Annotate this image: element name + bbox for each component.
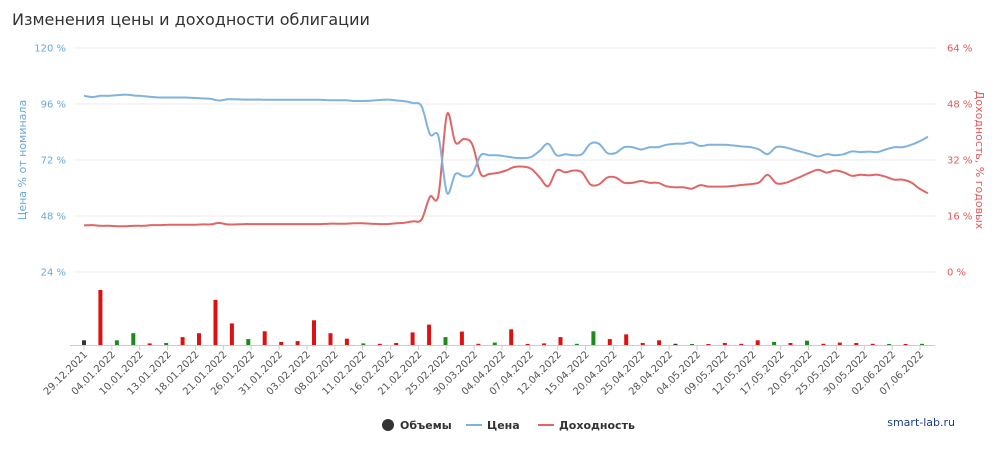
volume-bar	[328, 333, 333, 345]
left-tick-label: 72 %	[41, 156, 66, 167]
volume-bar	[805, 340, 809, 345]
grid-lines	[75, 47, 935, 273]
volume-bar	[542, 343, 547, 345]
volume-bar	[821, 343, 826, 345]
right-tick-label: 64 %	[947, 44, 972, 55]
left-y-axis: 24 % 48 % 72 % 96 % 120 %	[34, 44, 66, 279]
volume-bar	[657, 340, 662, 345]
x-axis: 29.12.202104.01.202210.01.202213.01.2022…	[42, 345, 935, 398]
legend-item[interactable]: Доходность	[538, 419, 635, 432]
volume-bar	[459, 331, 464, 345]
volume-bar	[394, 343, 399, 345]
volume-bar	[246, 339, 251, 345]
legend-label: Цена	[487, 419, 520, 432]
left-tick-label: 120 %	[34, 44, 66, 55]
right-y-axis: 0 % 16 % 32 % 48 % 64 %	[947, 44, 972, 279]
volume-bar	[476, 343, 481, 345]
left-tick-label: 48 %	[41, 212, 66, 223]
volume-bar	[295, 341, 300, 345]
volume-bar	[312, 320, 316, 346]
chart-title: Изменения цены и доходности облигации	[12, 10, 370, 29]
volume-bar	[525, 344, 530, 345]
volume-bar	[164, 343, 169, 345]
volume-bar	[870, 343, 875, 345]
volume-bar	[574, 343, 579, 345]
volume-bar	[213, 299, 218, 345]
volume-bar	[443, 337, 448, 345]
volume-bar	[147, 343, 152, 345]
volume-bar	[640, 343, 645, 345]
right-axis-title: Доходность, % годовых	[973, 91, 986, 230]
credit-link[interactable]: smart-lab.ru	[887, 416, 955, 429]
volume-bar	[377, 343, 382, 345]
legend-item[interactable]: Объемы	[382, 419, 452, 432]
volume-bar	[114, 340, 119, 345]
volume-bar	[492, 342, 497, 345]
right-tick-label: 48 %	[947, 100, 972, 111]
left-axis-title: Цена % от номинала	[16, 100, 29, 220]
volume-bar	[903, 344, 908, 345]
volume-bar	[837, 342, 842, 345]
legend-item[interactable]: Цена	[466, 419, 520, 432]
volume-bar	[690, 344, 694, 345]
volume-bar	[673, 343, 678, 345]
volume-bar	[887, 344, 892, 345]
volume-bar	[279, 341, 284, 345]
volume-bar	[788, 343, 793, 345]
volume-bar	[131, 333, 136, 345]
legend-label: Доходность	[559, 419, 635, 432]
volume-bar	[607, 339, 612, 345]
legend-dot-icon	[382, 419, 394, 431]
right-tick-label: 16 %	[947, 212, 972, 223]
volume-bar	[344, 338, 349, 345]
volume-bar	[920, 343, 924, 345]
volume-bar	[98, 290, 103, 345]
legend-label: Объемы	[400, 419, 452, 432]
volume-bar	[739, 343, 744, 345]
volume-bar	[591, 331, 596, 346]
volume-bar	[854, 343, 859, 345]
left-tick-label: 96 %	[41, 100, 66, 111]
volume-bar	[197, 333, 201, 345]
right-tick-label: 0 %	[947, 268, 966, 279]
right-tick-label: 32 %	[947, 156, 972, 167]
volume-bar	[82, 340, 86, 345]
yield-line	[83, 112, 929, 228]
volume-bar	[229, 323, 234, 345]
volume-bar	[410, 332, 415, 345]
volume-bar	[624, 334, 629, 345]
volume-bar	[755, 340, 760, 345]
left-tick-label: 24 %	[41, 268, 66, 279]
legend[interactable]: Объемы Цена Доходность	[382, 419, 635, 432]
series-lines	[83, 93, 929, 228]
volume-bars	[82, 290, 924, 346]
volume-bar	[706, 344, 711, 345]
volume-bar	[180, 337, 185, 345]
volume-bar	[262, 331, 267, 346]
volume-bar	[772, 341, 777, 345]
volume-bar	[722, 343, 727, 345]
volume-bar	[427, 324, 432, 345]
volume-bar	[509, 329, 514, 345]
volume-bar	[558, 337, 563, 345]
price-line	[83, 93, 929, 195]
volume-bar	[361, 343, 366, 345]
